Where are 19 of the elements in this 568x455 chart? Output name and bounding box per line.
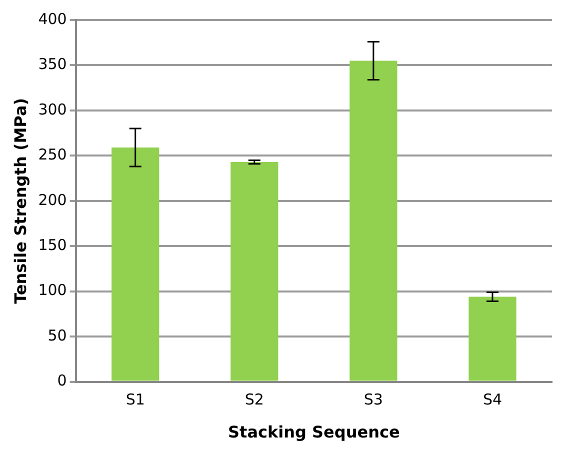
y-tick-label: 0 — [57, 372, 67, 390]
x-tick-label: S1 — [126, 390, 145, 409]
y-tick-label: 150 — [38, 236, 67, 254]
y-tick-label: 50 — [48, 326, 67, 344]
bar — [350, 60, 398, 381]
y-tick-label: 100 — [38, 281, 67, 300]
bar — [468, 296, 516, 381]
bar — [112, 148, 160, 381]
y-tick-label: 200 — [38, 190, 67, 209]
y-tick-label: 350 — [38, 55, 67, 74]
y-tick-label: 400 — [38, 10, 67, 28]
x-axis-title: Stacking Sequence — [228, 422, 400, 442]
x-tick-label: S2 — [244, 390, 264, 409]
x-tick-label: S3 — [364, 390, 383, 409]
y-axis-title: Tensile Strength (MPa) — [10, 98, 30, 304]
x-tick-label: S4 — [482, 390, 502, 409]
y-tick-label: 300 — [38, 100, 67, 118]
bar — [230, 162, 278, 381]
y-tick-label: 250 — [38, 146, 67, 164]
